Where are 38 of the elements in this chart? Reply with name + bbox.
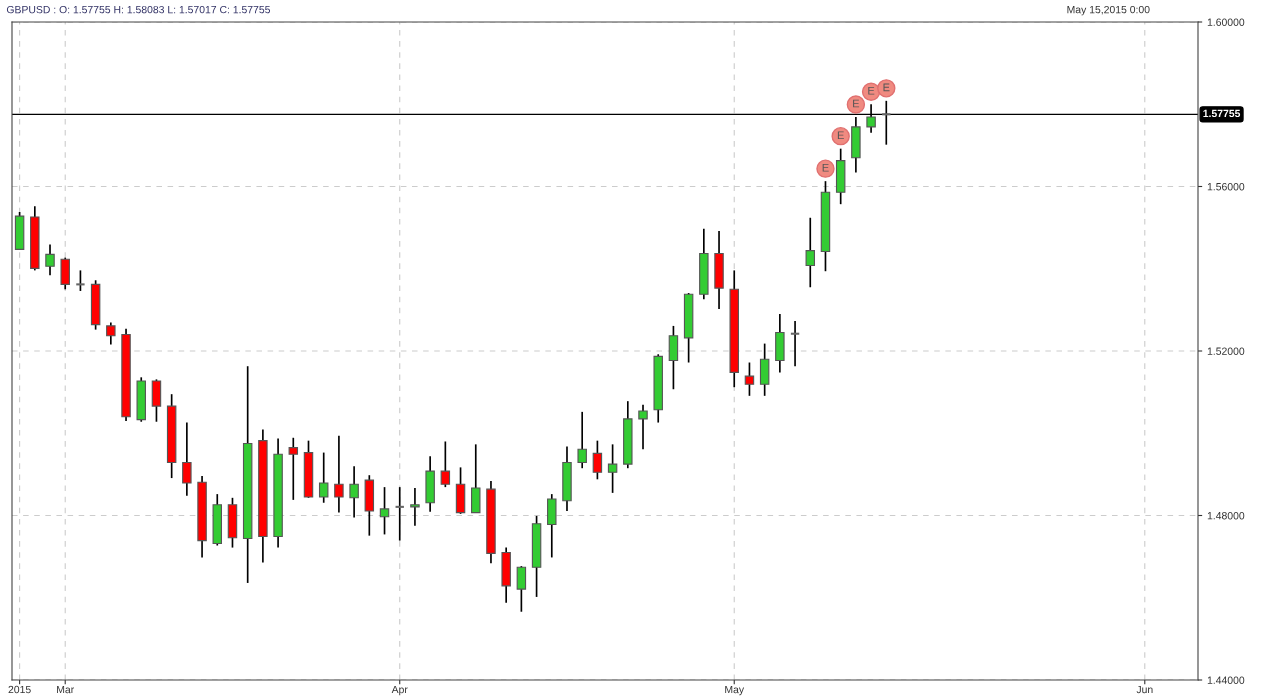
candlestick (288, 436, 299, 501)
candlestick (106, 321, 116, 346)
annotation: E (868, 86, 875, 95)
candlestick (744, 361, 755, 397)
candlestick (592, 439, 603, 481)
candlestick (45, 243, 55, 277)
candlestick (638, 404, 648, 451)
candlestick (516, 565, 527, 613)
y-tick-label: 1.44000 (1207, 676, 1245, 684)
annotation: E (883, 83, 890, 92)
candlestick (410, 487, 420, 527)
x-tick-label: 2015 (8, 685, 31, 694)
x-tick-label: May (725, 685, 745, 696)
annotation: E (822, 163, 829, 172)
y-tick-label: 1.52000 (1207, 347, 1245, 355)
x-tick-label: Mar (57, 685, 75, 694)
candlestick (394, 486, 405, 542)
annotation: E (837, 131, 844, 140)
candlestick (577, 411, 587, 470)
x-tick-label: Apr (391, 685, 408, 696)
candlestick (607, 443, 618, 494)
y-tick-label: 1.56000 (1207, 183, 1245, 191)
chart-subtitle: May 15,2015 0:00 (1067, 5, 1150, 16)
candlestick (440, 440, 451, 488)
annotation: E (853, 99, 860, 108)
candlestick (318, 451, 329, 504)
y-tick-label: 1.60000 (1207, 18, 1245, 26)
candlestick (182, 421, 192, 497)
candlestick (789, 320, 801, 368)
candlestick (379, 486, 390, 536)
candlestick (75, 269, 86, 292)
candlestick (805, 216, 816, 289)
y-tick-label: 1.48000 (1207, 512, 1245, 520)
candlestick (349, 465, 359, 519)
x-tick-label: Jun (1136, 685, 1153, 694)
ref-line-label: 1.57755 (1203, 109, 1241, 118)
chart-title: GBPUSD : O: 1.57755 H: 1.58083 L: 1.57017 C: 1.57755 (6, 5, 271, 14)
candlestick (334, 434, 344, 514)
